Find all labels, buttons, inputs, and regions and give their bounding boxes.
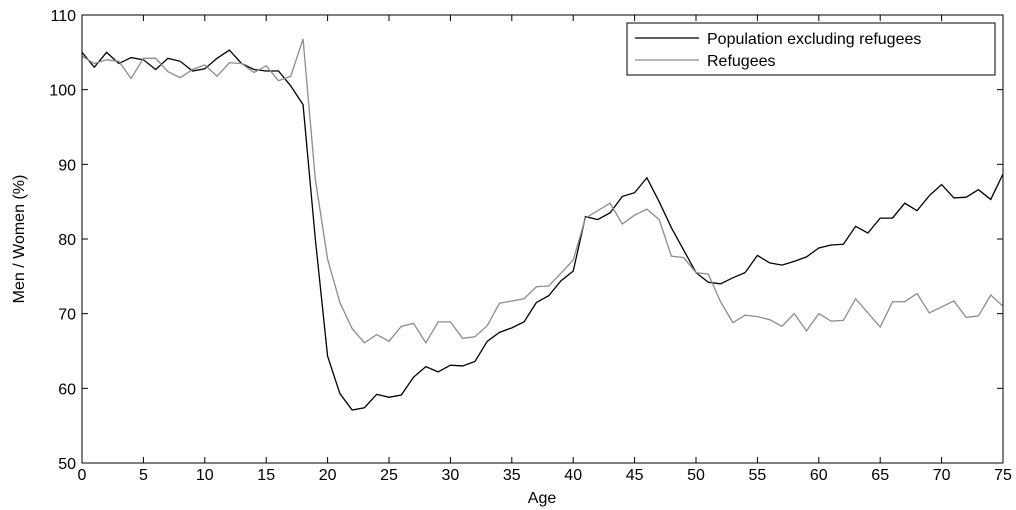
x-tick-label: 0 [78,467,87,484]
x-tick-label: 20 [319,467,337,484]
y-axis-label: Men / Women (%) [11,175,28,304]
x-tick-label: 5 [139,467,148,484]
y-tick-label: 100 [49,83,76,100]
legend-box [626,22,996,76]
series-line [81,38,1004,345]
x-tick-label: 55 [749,467,767,484]
x-tick-label: 15 [257,467,275,484]
x-tick-label: 45 [626,467,644,484]
x-tick-label: 10 [196,467,214,484]
x-tick-label: 60 [810,467,828,484]
series-line [81,49,1004,411]
x-tick-label: 75 [994,467,1012,484]
x-tick-label: 35 [503,467,521,484]
y-tick-label: 60 [58,381,76,398]
y-tick-label: 70 [58,307,76,324]
x-tick-label: 40 [564,467,582,484]
y-tick-label: 50 [58,456,76,473]
x-tick-label: 25 [380,467,398,484]
x-axis-label: Age [528,490,557,507]
x-tick-label: 30 [442,467,460,484]
y-tick-label: 80 [58,232,76,249]
y-tick-label: 90 [58,157,76,174]
x-tick-label: 65 [871,467,889,484]
legend-label: Population excluding refugees [707,31,921,48]
plot-frame [81,14,1004,464]
x-tick-label: 50 [687,467,705,484]
legend-label: Refugees [707,53,776,70]
y-tick-label: 110 [50,8,76,25]
x-tick-label: 70 [933,467,951,484]
